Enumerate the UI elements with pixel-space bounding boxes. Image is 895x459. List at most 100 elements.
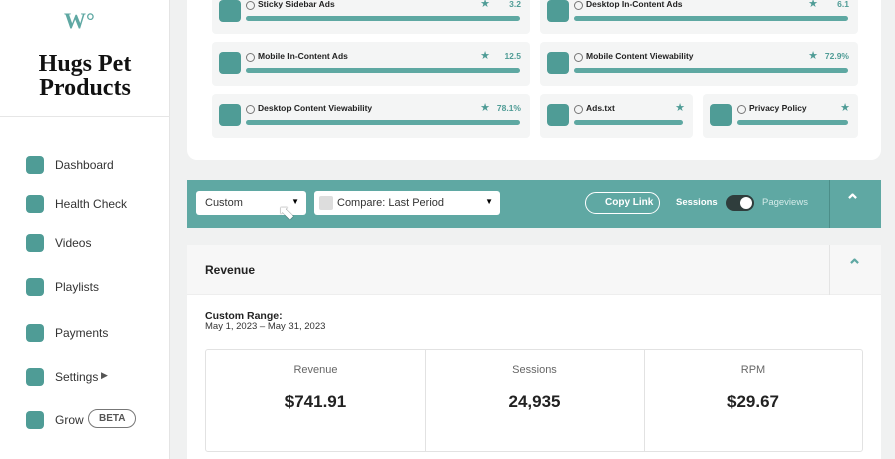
select-text: Compare: Last Period [337, 197, 444, 209]
metric-bar [574, 120, 683, 125]
section-title: Revenue [205, 263, 256, 277]
info-icon [574, 105, 583, 114]
nav-label: Payments [55, 326, 109, 340]
sidebar: W° Hugs Pet Products [0, 0, 170, 459]
nav-icon [26, 156, 44, 174]
metric-bar [574, 16, 848, 21]
toolbar-divider [829, 180, 830, 228]
metric-bar [574, 68, 848, 73]
info-icon [246, 53, 255, 62]
copy-link-button[interactable]: Copy Link [585, 192, 660, 214]
divider [0, 116, 170, 117]
stat: Revenue $741.91 [206, 350, 426, 451]
toggle-switch[interactable] [726, 195, 754, 211]
star: ★ [808, 50, 818, 62]
metric-bar [246, 16, 520, 21]
select-text: Custom [205, 197, 243, 209]
toggle-left-label: Sessions [676, 197, 718, 208]
metric-icon [547, 0, 569, 22]
caret: ▼ [485, 197, 493, 206]
metric-score: 3.2 [509, 0, 521, 9]
star: ★ [840, 102, 850, 114]
nav-icon [26, 234, 44, 252]
metric-icon [219, 104, 241, 126]
metric-tile[interactable]: Mobile In-Content Ads ★ 12.5 [212, 42, 530, 86]
nav-item[interactable]: Grow BETA [20, 408, 160, 432]
range-select[interactable]: Custom ▼ [196, 191, 306, 215]
stat: Sessions 24,935 [425, 350, 645, 451]
stat-value: $741.91 [284, 392, 347, 411]
nav-icon [26, 195, 44, 213]
nav-arrow: ▶ [101, 370, 108, 380]
stat: RPM $29.67 [644, 350, 862, 451]
metric-label: Mobile Content Viewability [586, 51, 694, 61]
caret: ▼ [291, 197, 299, 206]
stat-label: RPM [740, 364, 766, 376]
stat-value: 24,935 [508, 392, 561, 411]
nav-item[interactable]: Playlists [20, 275, 160, 299]
metric-tile[interactable]: Ads.txt ★ [540, 94, 693, 138]
metric-label: Desktop Content Viewability [258, 103, 373, 113]
toggle-knob [740, 197, 752, 209]
metric-bar [246, 120, 520, 125]
metric-score: 78.1% [496, 103, 521, 113]
compare-select[interactable]: Compare: Last Period ▼ [314, 191, 500, 215]
metric-tile[interactable]: Desktop In-Content Ads ★ 6.1 [540, 0, 858, 34]
star: ★ [675, 102, 685, 114]
nav-label: Playlists [55, 280, 100, 294]
info-icon [574, 53, 583, 62]
metric-score: 6.1 [837, 0, 849, 9]
nav-icon [26, 278, 44, 296]
range-label: Custom Range: [205, 310, 283, 322]
nav-icon [26, 411, 44, 429]
metric-tile[interactable]: Sticky Sidebar Ads ★ 3.2 [212, 0, 530, 34]
info-icon [246, 1, 255, 10]
header-divider [829, 245, 830, 295]
metric-bar [737, 120, 848, 125]
collapse-button[interactable]: ⌃ [847, 256, 863, 276]
metric-icon [547, 52, 569, 74]
metric-label: Mobile In-Content Ads [258, 51, 348, 61]
nav-label: Settings [55, 370, 99, 384]
metric-tile[interactable]: Desktop Content Viewability ★ 78.1% [212, 94, 530, 138]
metric-tile[interactable]: Privacy Policy ★ [703, 94, 858, 138]
badge[interactable]: BETA [88, 409, 137, 428]
metric-tile[interactable]: Mobile Content Viewability ★ 72.9% [540, 42, 858, 86]
stat-label: Sessions [512, 364, 557, 376]
metric-bar [246, 68, 520, 73]
star: ★ [480, 102, 490, 114]
swatch [319, 196, 333, 210]
info-icon [574, 1, 583, 10]
cursor: ⬉ [278, 202, 295, 224]
info-icon [246, 105, 255, 114]
metric-icon [219, 0, 241, 22]
metric-label: Ads.txt [586, 103, 615, 113]
metric-score: 72.9% [824, 51, 849, 61]
nav-icon [26, 368, 44, 386]
collapse-button[interactable]: ⌃ [845, 191, 861, 211]
star: ★ [480, 50, 490, 62]
stat-value: $29.67 [727, 392, 779, 411]
metric-icon [219, 52, 241, 74]
nav-item[interactable]: Payments [20, 321, 160, 345]
metric-label: Privacy Policy [749, 103, 807, 113]
brand: Hugs Pet Products [38, 51, 132, 101]
toggle-right-label: Pageviews [762, 197, 808, 208]
info-icon [737, 105, 746, 114]
metric-icon [547, 104, 569, 126]
nav-label: Dashboard [55, 158, 114, 172]
nav-item[interactable]: Settings ▶ [20, 365, 160, 389]
nav-item[interactable]: Dashboard [20, 153, 160, 177]
revenue-header [187, 245, 881, 295]
metric-label: Sticky Sidebar Ads [258, 0, 335, 9]
nav-label: Videos [55, 236, 92, 250]
revenue-card [187, 245, 881, 459]
nav-item[interactable]: Videos [20, 231, 160, 255]
nav-label: Health Check [55, 197, 128, 211]
star: ★ [480, 0, 490, 10]
nav-item[interactable]: Health Check [20, 192, 160, 216]
stat-label: Revenue [293, 364, 338, 376]
star: ★ [808, 0, 818, 10]
metric-icon [710, 104, 732, 126]
